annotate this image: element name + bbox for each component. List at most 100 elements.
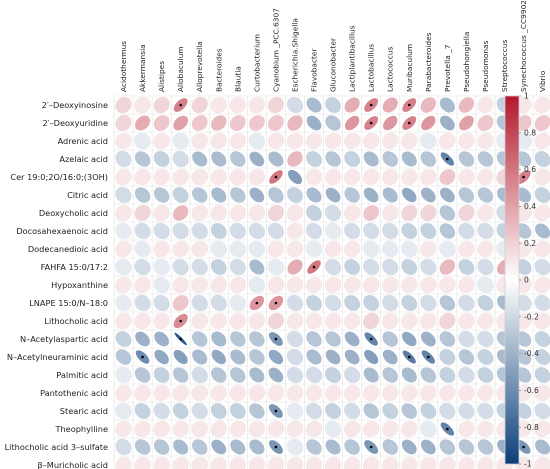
- correlation-cell: [344, 259, 361, 275]
- correlation-cell: [439, 402, 456, 420]
- correlation-cell: [439, 312, 456, 330]
- correlation-cell: [210, 132, 228, 150]
- correlation-cell: [153, 312, 170, 330]
- correlation-cell: [230, 331, 246, 347]
- correlation-cell: [287, 151, 303, 167]
- correlation-cell: [210, 223, 227, 239]
- correlation-cell: [153, 168, 170, 186]
- correlation-cell: [344, 97, 360, 113]
- row-label: LNAPE 15:0/N–18:0: [29, 298, 108, 308]
- correlation-cell: [382, 367, 398, 383]
- correlation-cell: [515, 331, 532, 347]
- column-label: Bacteroides: [214, 48, 223, 92]
- column-label: Alistipes: [157, 61, 166, 92]
- correlation-cell: [267, 204, 285, 222]
- column-label: Lactiplantibacillus: [348, 25, 357, 92]
- correlation-cell: [439, 331, 456, 347]
- correlation-cell: [381, 420, 399, 438]
- correlation-cell: [229, 96, 247, 114]
- correlation-cell: [191, 456, 209, 469]
- correlation-cell: [154, 331, 169, 347]
- column-label: Pseudohongiella: [462, 32, 471, 92]
- correlation-cell: [173, 439, 189, 455]
- correlation-cell: [477, 295, 494, 311]
- correlation-cell: [458, 366, 475, 384]
- significance-marker: [369, 103, 373, 107]
- colorbar-tick-label: 1: [524, 92, 529, 101]
- correlation-cell: [135, 331, 150, 347]
- column-label: Blautia: [233, 66, 242, 92]
- significance-marker: [427, 355, 430, 359]
- correlation-cell: [477, 115, 494, 131]
- correlation-cell: [249, 331, 265, 347]
- correlation-cell: [325, 115, 341, 131]
- correlation-cell: [534, 204, 550, 222]
- correlation-cell: [267, 96, 285, 114]
- correlation-cell: [421, 115, 436, 131]
- correlation-cell: [286, 132, 304, 150]
- correlation-cell: [477, 384, 494, 402]
- correlation-cell: [515, 115, 532, 131]
- correlation-cell: [248, 222, 265, 240]
- correlation-cell: [477, 439, 494, 455]
- significance-marker: [369, 337, 373, 341]
- correlation-cell: [153, 151, 170, 167]
- row-label: FAHFA 15:0/17:2: [41, 262, 108, 272]
- correlation-cell: [134, 312, 151, 330]
- correlation-cell: [134, 258, 151, 276]
- significance-marker: [141, 355, 144, 359]
- correlation-cell: [534, 96, 550, 114]
- correlation-cell: [382, 97, 398, 113]
- correlation-cell: [535, 439, 550, 455]
- row-label: Docosahexaenoic acid: [16, 226, 108, 236]
- correlation-cell: [324, 456, 342, 469]
- correlation-cell: [440, 115, 455, 131]
- correlation-cell: [115, 222, 132, 240]
- column-label: Streptococcus: [500, 39, 509, 92]
- correlation-cell: [343, 456, 361, 469]
- correlation-cell: [420, 258, 437, 276]
- correlation-cell: [153, 367, 170, 383]
- correlation-cell: [477, 204, 494, 222]
- colorbar-tick-label: 0.6: [524, 165, 536, 174]
- row-label: Stearic acid: [60, 406, 108, 416]
- correlation-cell: [306, 205, 322, 221]
- correlation-cell: [287, 169, 303, 185]
- correlation-cell: [172, 258, 189, 276]
- correlation-cell: [268, 115, 284, 131]
- correlation-cell: [153, 240, 170, 258]
- correlation-cell: [173, 115, 189, 131]
- correlation-cell: [286, 420, 304, 438]
- correlation-cell: [324, 258, 342, 276]
- correlation-cell: [420, 439, 436, 455]
- correlation-cell: [229, 132, 247, 150]
- correlation-cell: [286, 276, 304, 294]
- correlation-cell: [306, 349, 322, 365]
- correlation-cell: [211, 349, 226, 365]
- correlation-cell: [515, 276, 532, 294]
- correlation-cell: [286, 204, 304, 222]
- correlation-cell: [267, 276, 285, 294]
- correlation-cell: [305, 456, 323, 469]
- correlation-cell: [210, 312, 228, 330]
- correlation-cell: [115, 456, 132, 469]
- correlation-cell: [153, 115, 170, 131]
- correlation-cell: [211, 151, 227, 167]
- correlation-cells: [115, 96, 550, 469]
- row-label: Deoxycholic acid: [39, 208, 108, 218]
- correlation-cell: [458, 330, 475, 348]
- correlation-cell: [248, 96, 266, 114]
- correlation-cell: [286, 348, 304, 366]
- row-label: N–Acetylaspartic acid: [20, 334, 108, 344]
- correlation-cell: [363, 205, 380, 221]
- correlation-cell: [401, 259, 418, 275]
- correlation-cell: [286, 294, 304, 312]
- correlation-cell: [325, 439, 341, 455]
- significance-marker: [369, 445, 373, 449]
- colorbar-tick-label: 0.8: [524, 128, 536, 137]
- correlation-cell: [477, 312, 494, 330]
- correlation-cell: [115, 438, 132, 456]
- correlation-cell: [210, 456, 228, 469]
- correlation-cell: [458, 349, 475, 365]
- correlation-cell: [363, 222, 380, 240]
